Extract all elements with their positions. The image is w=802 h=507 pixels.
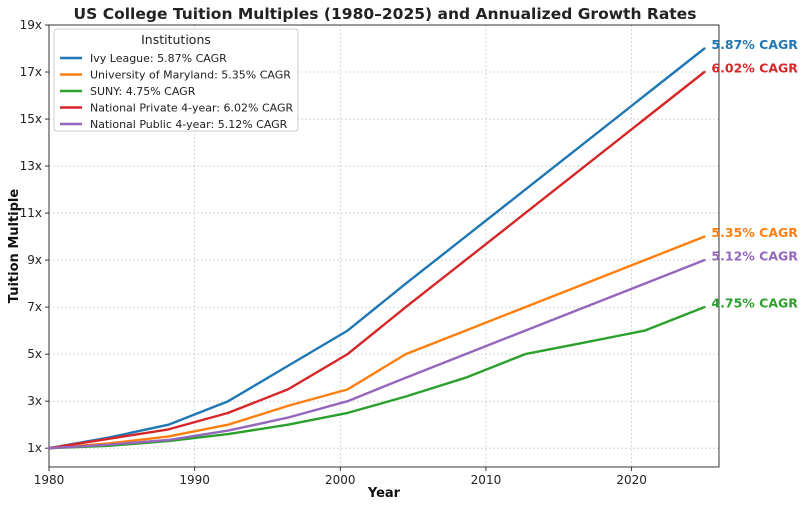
y-tick-label: 15x: [20, 112, 42, 126]
end-label-5: 5.12% CAGR: [711, 249, 798, 264]
end-label-4: 6.02% CAGR: [711, 61, 798, 76]
chart-title: US College Tuition Multiples (1980–2025)…: [74, 5, 697, 23]
x-tick-label: 2000: [325, 473, 356, 487]
x-tick-label: 2010: [471, 473, 502, 487]
legend-entry: University of Maryland: 5.35% CAGR: [90, 69, 291, 82]
y-axis: 1x 3x 5x 7x 9x 11x 13x 15x 17x 19x: [20, 18, 49, 455]
end-label-3: 4.75% CAGR: [711, 296, 798, 311]
end-label-1: 5.87% CAGR: [711, 37, 798, 52]
legend-title: Institutions: [141, 32, 211, 47]
x-axis: 1980 1990 2000 2010 2020: [34, 467, 647, 487]
y-tick-label: 5x: [27, 347, 42, 361]
y-tick-label: 17x: [20, 65, 42, 79]
series-line-3: [47, 305, 706, 450]
y-tick-label: 11x: [20, 206, 42, 220]
legend-entry: National Private 4-year: 6.02% CAGR: [90, 102, 293, 115]
plot-frame: [48, 24, 720, 468]
series-line-1: [47, 47, 706, 450]
y-tick-label: 19x: [20, 18, 42, 32]
legend-entry: Ivy League: 5.87% CAGR: [90, 52, 227, 65]
legend-items: Ivy League: 5.87% CAGR University of Mary…: [60, 52, 293, 131]
x-tick-label: 2020: [616, 473, 647, 487]
series-line-5: [47, 258, 706, 450]
y-axis-label: Tuition Multiple: [7, 189, 22, 304]
series-lines: [47, 47, 706, 450]
series-line-4: [47, 70, 706, 450]
legend-box: [53, 28, 299, 132]
y-tick-label: 13x: [20, 159, 42, 173]
y-tick-label: 7x: [27, 300, 42, 314]
legend-entry: SUNY: 4.75% CAGR: [90, 85, 196, 98]
y-tick-label: 1x: [27, 441, 42, 455]
end-labels: 5.87% CAGR 5.35% CAGR 4.75% CAGR 6.02% CAGR…: [711, 37, 798, 311]
x-axis-label: Year: [367, 486, 401, 501]
series-line-2: [47, 235, 706, 450]
end-label-2: 5.35% CAGR: [711, 225, 798, 240]
y-tick-label: 3x: [27, 394, 42, 408]
x-tick-label: 1980: [34, 473, 65, 487]
y-tick-label: 9x: [27, 253, 42, 267]
legend-entry: National Public 4-year: 5.12% CAGR: [90, 118, 288, 131]
x-tick-label: 1990: [179, 473, 210, 487]
legend: Institutions Ivy League: 5.87% CAGR Unive…: [53, 28, 299, 132]
